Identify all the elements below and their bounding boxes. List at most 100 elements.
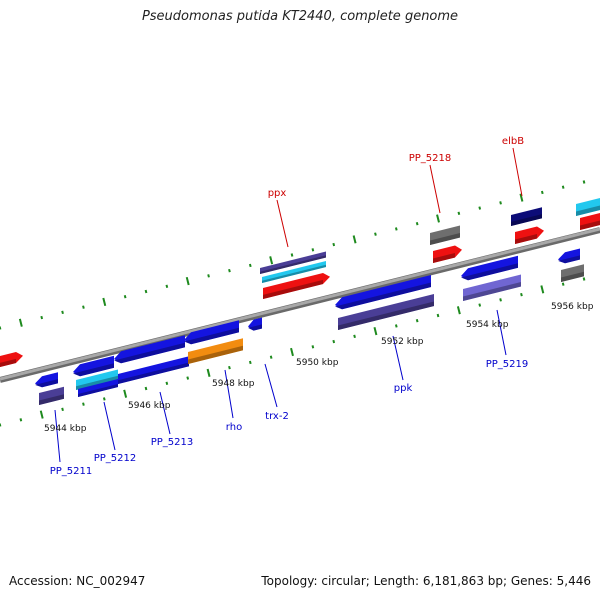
tick-mark <box>499 201 502 205</box>
gene-trx-2-shade <box>248 324 262 331</box>
genome-backbone <box>0 227 600 383</box>
gene-pp-5212-upper-shade <box>73 363 114 377</box>
tick-mark <box>123 295 127 299</box>
gene-pp-5212-lower-shade <box>78 383 118 397</box>
tick-mark <box>311 248 315 252</box>
gene-ppx-red-shade <box>263 279 323 299</box>
tick-mark <box>373 327 378 336</box>
gene-right-cyan-shade <box>576 205 600 216</box>
gene-ppx-indigo-shade <box>260 255 326 274</box>
tick-mark <box>561 185 565 189</box>
leader-elbb <box>512 147 523 197</box>
tick-mark <box>144 289 148 294</box>
tick-mark <box>228 365 231 370</box>
tick-mark <box>19 418 23 422</box>
gene-pp-5211-blue <box>35 372 58 388</box>
leader-pp-5211 <box>54 409 61 463</box>
tick-label-5950: 5950 kbp <box>296 358 339 368</box>
tick-mark <box>61 310 64 315</box>
gene-label-ppk[interactable]: ppk <box>394 383 413 394</box>
gene-pp-5212-cyan-shade <box>76 375 118 390</box>
tick-mark <box>499 298 502 302</box>
gene-pp-5219-lavender <box>463 274 521 301</box>
gene-ppk-indigo-shade <box>338 301 434 330</box>
gene-label-pp-5211[interactable]: PP_5211 <box>50 466 93 477</box>
tick-mark <box>436 214 440 223</box>
gene-ppx-red <box>263 273 330 299</box>
tick-label-5956: 5956 kbp <box>551 302 594 312</box>
leader-rho <box>224 369 234 419</box>
map-title: Pseudomonas putida KT2440, complete geno… <box>141 9 459 24</box>
tick-mark <box>186 376 190 380</box>
gene-rho-blue-shade <box>184 327 239 345</box>
gene-label-trx-2[interactable]: trx-2 <box>265 411 289 422</box>
gene-ppx-cyan <box>262 261 326 283</box>
leader-ppx <box>276 199 289 248</box>
tick-label-5952: 5952 kbp <box>381 337 424 347</box>
label-leaders <box>54 147 523 463</box>
tick-mark <box>40 315 44 320</box>
gene-right-red <box>580 213 600 230</box>
tick-mark <box>478 303 482 307</box>
gene-right-red-shade <box>580 220 600 230</box>
gene-pp-5211-blue-shade <box>35 379 58 388</box>
tick-mark <box>102 297 107 307</box>
gene-rho-orange <box>188 338 243 364</box>
gene-label-rho[interactable]: rho <box>226 422 242 433</box>
gene-right-cyan <box>576 198 600 216</box>
gene-pp-5218-red-shade <box>433 252 455 263</box>
tick-row-upper <box>0 180 586 330</box>
gene-features <box>0 198 600 405</box>
gene-right-blue <box>558 248 580 264</box>
gene-label-pp-5213[interactable]: PP_5213 <box>151 437 194 448</box>
tick-mark <box>415 319 419 323</box>
gene-right-blue-shade <box>558 255 580 264</box>
tick-mark <box>290 253 294 257</box>
gene-label-pp-5212[interactable]: PP_5212 <box>94 453 137 464</box>
gene-ppk-blue-shade <box>335 282 431 310</box>
gene-label-pp-5218[interactable]: PP_5218 <box>409 153 452 164</box>
gene-ppk-blue <box>335 275 431 310</box>
gene-pp-5211-indigo-shade <box>39 394 64 405</box>
tick-mark <box>457 211 461 215</box>
gene-label-pp-5219[interactable]: PP_5219 <box>486 359 529 370</box>
tick-mark <box>82 305 85 309</box>
tick-mark <box>123 389 128 398</box>
gene-pp-5218-gray <box>430 225 460 245</box>
gene-pp-5213-lower-shade <box>118 362 189 384</box>
tick-mark <box>582 180 586 184</box>
gene-pp-5218-gray-shade <box>430 232 460 245</box>
accession-text: Accession: NC_002947 <box>9 574 146 588</box>
tick-mark <box>165 381 169 385</box>
tick-mark <box>478 206 482 210</box>
gene-pp-5218-red <box>433 245 462 263</box>
tick-label-5954: 5954 kbp <box>466 320 509 330</box>
tick-mark <box>144 386 148 391</box>
gene-elbb-red <box>515 226 544 244</box>
leader-trx-2 <box>264 363 278 408</box>
gene-label-ppx[interactable]: ppx <box>268 188 287 199</box>
tick-label-5948: 5948 kbp <box>212 379 255 389</box>
gene-pp-5213-upper-shade <box>114 342 185 364</box>
tick-mark <box>352 235 357 244</box>
tick-mark <box>269 355 273 359</box>
tick-mark <box>269 256 274 265</box>
tick-mark <box>456 306 461 315</box>
tick-mark <box>206 368 211 377</box>
gene-rho-blue <box>184 320 239 345</box>
tick-mark <box>519 193 524 202</box>
tick-rows <box>0 180 586 427</box>
gene-label-elbb[interactable]: elbB <box>502 136 524 147</box>
tick-mark <box>185 276 190 286</box>
leader-ppk <box>392 335 404 381</box>
tick-mark <box>353 334 356 339</box>
gene-left-red <box>0 352 23 367</box>
genome-summary-text: Topology: circular; Length: 6,181,863 bp… <box>261 574 591 588</box>
tick-mark <box>436 313 440 318</box>
tick-mark <box>207 274 210 278</box>
tick-mark <box>520 292 523 297</box>
tick-mark <box>248 360 252 365</box>
gene-ppk-indigo <box>338 294 434 330</box>
